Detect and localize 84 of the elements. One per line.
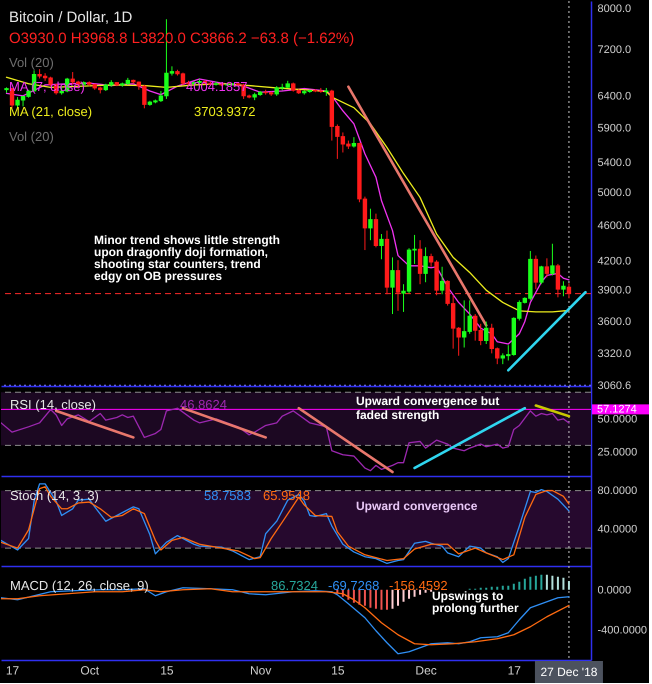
annotation: 58.7583: [204, 488, 251, 503]
y-tick-label: 4600.0: [598, 220, 632, 232]
annotation: 86.7324: [271, 578, 318, 593]
x-tick-label: 17: [508, 664, 522, 678]
series-label: MA (21, close): [9, 104, 92, 119]
bar: [534, 576, 537, 590]
candlestick: [484, 321, 488, 345]
y-tick-label: 8000.0: [598, 2, 632, 15]
y-tick-label: 50.0000: [598, 413, 638, 426]
y-tick-label: 0.0000: [598, 584, 632, 596]
y-tick-label: 3600.0: [598, 316, 632, 328]
ref-line-label: 27 Dec '18: [540, 665, 598, 679]
candlestick: [368, 208, 373, 241]
candlestick: [423, 246, 428, 283]
candlestick: [352, 136, 356, 148]
annotation: 46.8624: [180, 397, 227, 412]
bar: [551, 576, 554, 590]
candlestick: [539, 265, 544, 285]
bar: [568, 581, 570, 590]
bar: [369, 590, 372, 608]
bar: [408, 590, 410, 599]
x-tick-label: Dec: [415, 664, 437, 678]
annotation: Vol (20): [9, 55, 54, 70]
bar: [386, 590, 388, 610]
candlestick: [534, 255, 538, 290]
text: RSI (14, close): [10, 397, 96, 412]
x-tick-label: Oct: [80, 664, 100, 678]
annotation: 65.9548: [263, 488, 310, 503]
annotation: Vol (20): [9, 129, 54, 144]
bar: [419, 590, 422, 595]
y-tick-label: 80.0000: [598, 485, 638, 498]
annotation: Minor trend shows little strength upon dragonfly doji formation, shooting star counters, trend edgy on OB pressures: [94, 233, 280, 283]
series-label: MA (7, close): [9, 79, 85, 94]
candlestick: [566, 282, 572, 299]
bar: [364, 590, 366, 606]
annotation: -69.7268: [328, 578, 380, 593]
y-tick-label: 3060.6: [598, 380, 632, 392]
x-tick-label: 17: [6, 664, 20, 678]
y-tick-label: 25.0000: [598, 446, 638, 459]
candlestick: [550, 243, 555, 276]
y-tick-label: 3900.0: [598, 284, 632, 297]
bar: [374, 590, 377, 609]
bar: [496, 586, 498, 590]
y-tick-label: 40.0000: [598, 523, 638, 536]
bar: [402, 590, 405, 602]
candlestick: [440, 266, 444, 295]
y-tick-label: 5900.0: [598, 122, 632, 134]
y-tick-label: 5400.0: [598, 157, 632, 170]
bar: [562, 578, 564, 590]
candlestick: [556, 263, 560, 298]
candlestick: [379, 234, 384, 260]
bar: [529, 576, 532, 590]
y-tick-label: 4200.0: [598, 256, 632, 268]
candlestick: [561, 280, 566, 297]
bar: [397, 590, 400, 606]
bar: [490, 586, 493, 590]
ref-line-label: 57.1274: [597, 403, 637, 416]
y-tick-label: 7200.0: [598, 44, 632, 56]
y-tick-label: 3320.0: [598, 348, 632, 360]
bar: [546, 574, 548, 590]
annotation: 3703.9372: [194, 104, 256, 119]
candlestick: [390, 256, 395, 315]
bar: [518, 582, 520, 590]
bar: [380, 590, 382, 610]
candlestick: [396, 260, 400, 312]
bar: [524, 578, 526, 590]
y-tick-label: -400.0000: [598, 624, 648, 636]
annotation: Upward convergence but faded strength: [356, 394, 500, 422]
x-tick-label: 15: [160, 664, 174, 678]
bar: [540, 574, 542, 590]
bar: [424, 590, 427, 593]
bar: [414, 590, 416, 597]
x-tick-label: 15: [331, 664, 345, 678]
bar: [507, 586, 510, 590]
x-tick-label: Nov: [250, 664, 272, 678]
bar: [512, 584, 515, 590]
y-tick-label: 5000.0: [598, 187, 632, 200]
bar: [502, 586, 504, 590]
bar: [556, 576, 559, 590]
text: Bitcoin / Dollar, 1D: [9, 9, 133, 26]
annotation: Upward convergence: [356, 499, 478, 513]
y-tick-label: 6400.0: [598, 90, 632, 102]
candlestick: [544, 258, 550, 278]
bar: [391, 590, 394, 609]
